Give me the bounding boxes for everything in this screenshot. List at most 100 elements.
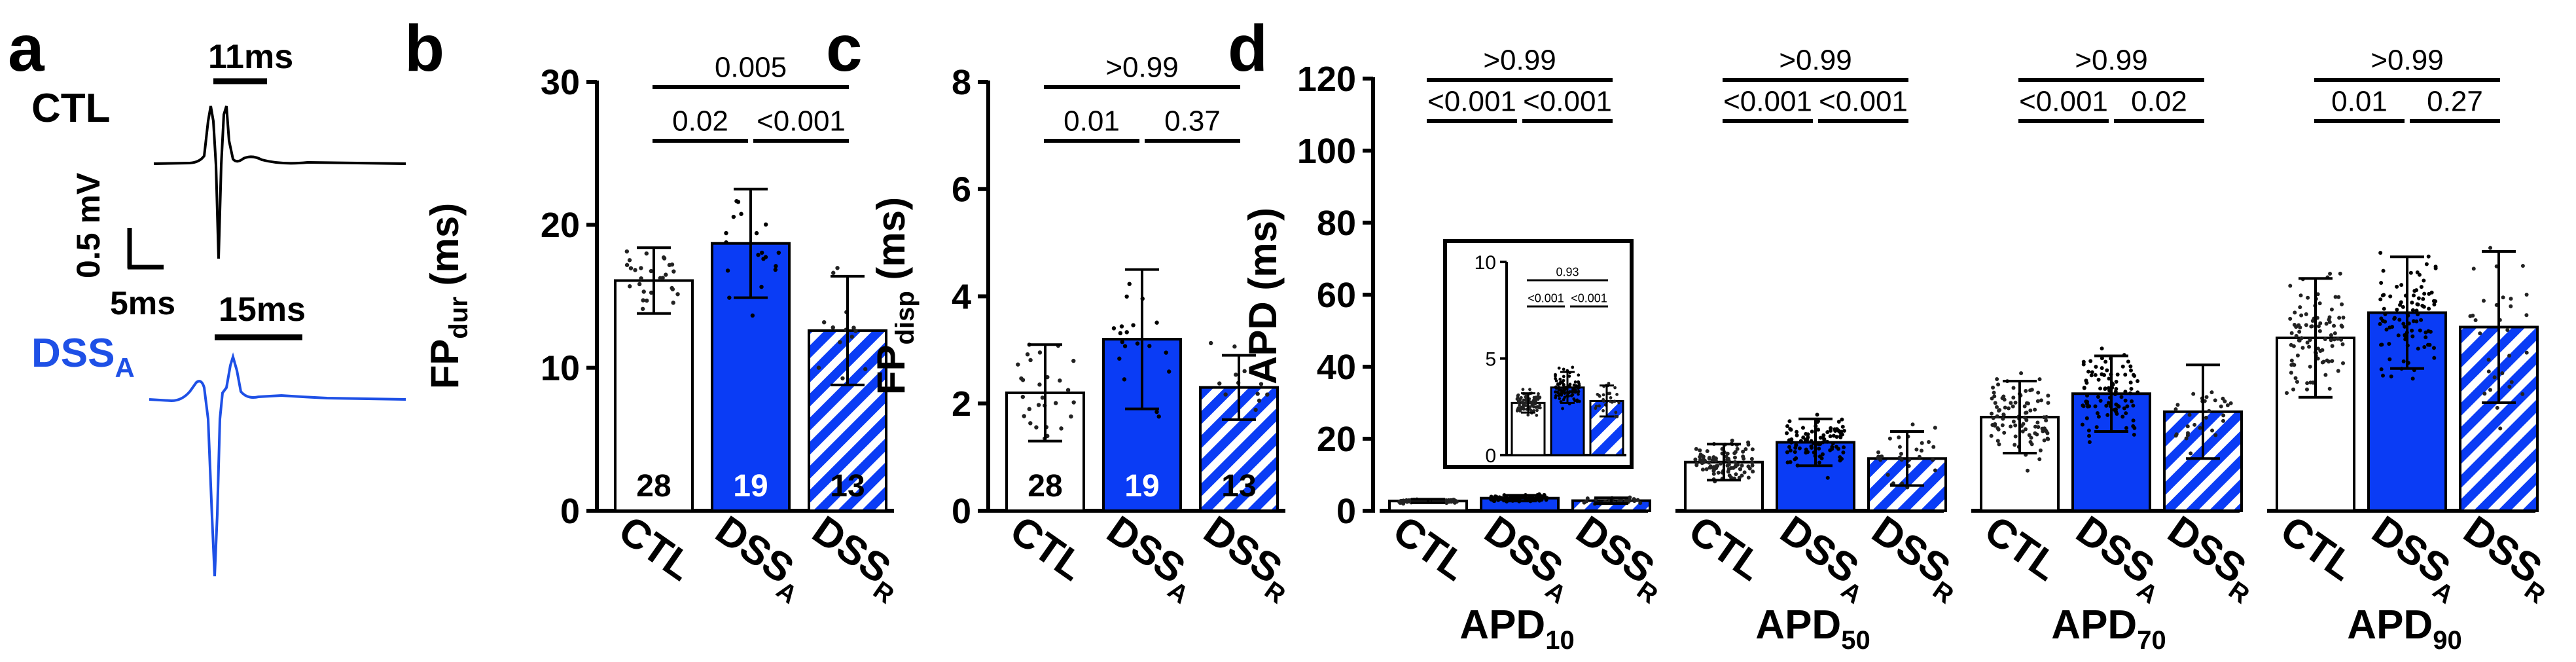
c-stat-label-0: >0.99	[1105, 52, 1178, 84]
d-inset-point-1-49	[1571, 390, 1574, 394]
c-point-1-4	[1117, 356, 1122, 361]
d-group-3-point-1-91	[2418, 328, 2422, 333]
d-group-3-point-1-56	[2408, 270, 2413, 275]
c-point-1-8	[1119, 324, 1124, 329]
d-inset-point-1-85	[1561, 381, 1564, 385]
d-inset-point-0-85	[1522, 401, 1526, 405]
d-group-1-point-1-47	[1820, 452, 1825, 456]
d-group-3-point-1-0	[2424, 335, 2428, 340]
d-inset-point-0-82	[1538, 406, 1542, 410]
d-inset-point-1-78	[1575, 398, 1579, 402]
d-group-2-point-2-18	[2221, 413, 2226, 418]
d-group-1-point-2-20	[1933, 468, 1937, 473]
d-group-2-point-1-9	[2089, 373, 2094, 378]
d-group-2-point-1-27	[2098, 386, 2103, 391]
d-group-2-point-0-45	[2045, 431, 2050, 435]
d-group-1-point-0-31	[1744, 447, 1748, 451]
d-group-1-point-2-8	[1886, 473, 1890, 477]
d-group-1-point-0-67	[1735, 447, 1740, 451]
d-group-2-point-0-52	[1997, 442, 2001, 447]
d-group-1-point-0-43	[1730, 438, 1734, 443]
d-group-2-point-0-6	[2038, 448, 2043, 452]
d-group-2-point-2-27	[2210, 428, 2215, 433]
b-point-2-4	[850, 335, 854, 339]
d-group-1-point-1-68	[1795, 433, 1799, 437]
b-point-1-14	[774, 264, 778, 268]
b-point-0-2	[671, 269, 676, 274]
d-inset-point-0-73	[1516, 396, 1520, 399]
d-group-1-point-1-13	[1795, 430, 1799, 434]
d-group-1-point-0-59	[1711, 465, 1716, 469]
d-group-1-point-0-70	[1704, 467, 1709, 471]
b-y-tick-label-2: 20	[541, 206, 580, 245]
d-group-2-point-0-33	[2001, 413, 2006, 417]
d-group-0-point-1-94	[1533, 496, 1537, 501]
d-group-2-point-0-57	[2042, 415, 2047, 420]
b-point-0-15	[624, 249, 630, 254]
d-group-3-point-1-65	[2387, 342, 2391, 346]
d-inset-point-1-83	[1577, 392, 1580, 396]
d-group-3-point-0-24	[2297, 338, 2301, 342]
dss-trace-label-sub: A	[115, 352, 134, 383]
d-group-2-point-0-1	[2042, 438, 2047, 443]
d-group-1-point-2-22	[1917, 454, 1922, 459]
d-group-2-point-1-85	[2113, 392, 2117, 396]
d-group-3-point-1-15	[2416, 312, 2420, 317]
d-inset-point-2-26	[1601, 393, 1605, 397]
d-group-1-point-1-62	[1804, 432, 1808, 436]
d-group-1-point-0-87	[1751, 469, 1755, 474]
d-group-3-point-2-2	[2473, 318, 2478, 322]
d-group-3-point-0-76	[2329, 307, 2334, 312]
d-group-3-stat-label-2: 0.27	[2427, 86, 2483, 118]
d-group-2-point-1-90	[2100, 372, 2104, 377]
d-group-2-x-tick-label-1: DSSA	[2064, 507, 2177, 610]
d-inset-point-0-89	[1518, 403, 1522, 407]
d-group-2-point-2-4	[2207, 409, 2211, 413]
d-group-3-point-1-60	[2379, 342, 2384, 347]
d-group-2-point-0-75	[2011, 404, 2015, 409]
d-inset-point-0-75	[1518, 407, 1521, 411]
c-y-axis-label-sub: disp	[891, 291, 920, 344]
d-group-3-point-0-43	[2293, 310, 2297, 315]
d-group-3-point-1-41	[2403, 324, 2407, 329]
d-group-2-point-2-6	[2219, 404, 2223, 409]
d-group-2-point-0-92	[2030, 388, 2034, 392]
c-y-tick-label-1: 2	[952, 384, 971, 424]
d-group-1-point-0-16	[1698, 448, 1702, 452]
d-group-2-point-2-20	[2198, 426, 2202, 430]
b-point-1-10	[739, 211, 743, 216]
c-point-0-3	[1028, 421, 1033, 426]
d-group-1-stat-label-2: <0.001	[1819, 86, 1908, 118]
d-group-3-label-sub: 90	[2433, 626, 2462, 655]
d-group-3-point-1-48	[2383, 312, 2388, 316]
d-group-2-point-0-81	[1990, 396, 1994, 401]
d-group-1-point-1-71	[1787, 438, 1791, 443]
d-group-1-label: APD50	[1755, 602, 1870, 655]
d-group-2-point-1-35	[2132, 432, 2136, 437]
d-group-3-point-0-78	[2323, 337, 2327, 341]
d-group-1-point-1-28	[1833, 427, 1837, 432]
d-group-2-stat-label-1: <0.001	[2019, 86, 2108, 118]
d-group-1-point-1-70	[1793, 445, 1798, 450]
d-group-3-point-0-8	[2300, 346, 2305, 350]
d-group-1-point-0-47	[1698, 458, 1702, 462]
b-point-2-2	[838, 340, 842, 344]
d-inset-point-2-6	[1609, 396, 1613, 399]
d-inset-point-1-67	[1569, 394, 1573, 397]
d-inset-point-1-73	[1573, 399, 1577, 403]
c-point-1-1	[1122, 377, 1127, 382]
d-inset-point-2-16	[1598, 404, 1601, 408]
c-stat-label-2: 0.37	[1164, 105, 1221, 138]
d-group-2-point-1-63	[2115, 373, 2120, 377]
d-group-2-point-1-19	[2131, 418, 2136, 423]
b-point-0-26	[637, 282, 642, 287]
d-group-2-point-1-76	[2120, 414, 2125, 419]
d-group-3-point-1-88	[2416, 346, 2420, 351]
b-point-0-3	[649, 268, 654, 274]
d-group-1-point-1-79	[1785, 424, 1790, 428]
d-inset-point-1-59	[1557, 366, 1561, 370]
d-group-2-point-2-15	[2175, 403, 2180, 407]
d-group-2-point-1-58	[2136, 379, 2140, 384]
d-group-1-point-1-76	[1842, 445, 1846, 450]
